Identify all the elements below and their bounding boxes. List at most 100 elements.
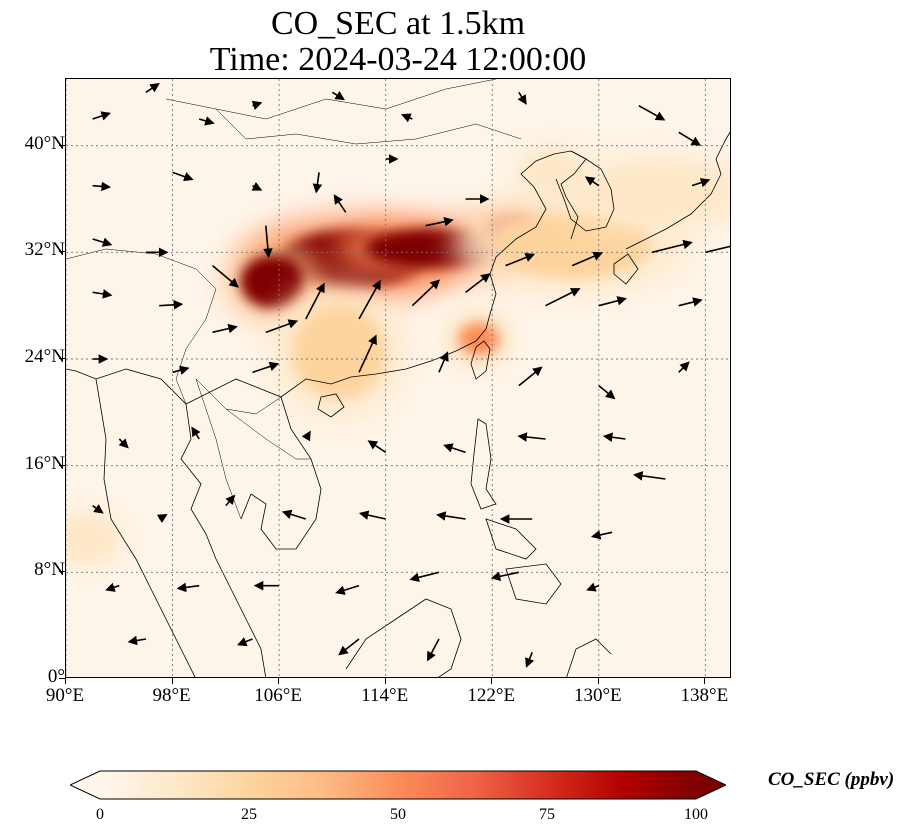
lon-tick-mark <box>491 678 493 684</box>
lat-tick-label: 16°N <box>24 452 65 474</box>
wind-arrow <box>172 365 190 375</box>
wind-arrow <box>678 361 690 373</box>
wind-arrow <box>525 652 535 668</box>
lat-tick-mark <box>59 464 65 466</box>
coastline-hainan <box>317 393 345 418</box>
wind-arrow <box>159 299 184 310</box>
lat-tick-label: 8°N <box>34 559 65 581</box>
wind-arrow <box>598 296 627 307</box>
wind-arrow <box>436 511 466 521</box>
lat-tick-label: 32°N <box>24 239 65 261</box>
wind-arrow <box>490 571 520 581</box>
wind-arrow <box>118 438 129 449</box>
wind-arrow <box>691 178 711 188</box>
lon-tick-label: 106°E <box>254 685 302 706</box>
wind-arrow <box>127 635 147 646</box>
wind-arrow <box>198 116 215 126</box>
wind-arrow <box>409 571 440 583</box>
wind-arrow <box>265 319 299 334</box>
wind-arrow <box>586 582 600 592</box>
lon-tick-label: 130°E <box>573 685 622 706</box>
lon-tick-mark <box>278 678 280 684</box>
wind-arrow <box>312 172 323 194</box>
wind-arrow <box>651 239 693 254</box>
map-canvas[interactable] <box>66 79 731 678</box>
coastline-new-guinea <box>566 638 612 677</box>
wind-arrow <box>281 509 306 520</box>
wind-arrow <box>427 638 440 662</box>
colorbar-tick-label: 100 <box>684 806 708 823</box>
wind-arrow <box>92 237 113 247</box>
bay-of-bengal-plume <box>66 519 113 559</box>
colorbar-label: CO_SEC (ppbv) <box>768 769 895 790</box>
wind-arrow <box>263 225 273 259</box>
wind-arrow <box>571 251 604 267</box>
wind-arrow <box>225 494 236 507</box>
lon-tick-label: 98°E <box>152 685 191 706</box>
lon-tick-mark <box>65 678 66 684</box>
wind-arrow <box>301 430 311 442</box>
wind-arrow <box>638 104 666 121</box>
wind-arrow <box>633 471 666 481</box>
wind-arrow <box>367 440 387 453</box>
korea-plume <box>525 152 579 193</box>
wind-arrow <box>590 530 613 540</box>
wind-arrow <box>305 282 325 320</box>
lon-tick-label: 122°E <box>467 685 516 706</box>
coastline-luzon <box>470 418 497 510</box>
lon-tick-label: 90°E <box>45 685 85 706</box>
coastline-myanmar <box>95 378 196 677</box>
wind-arrow <box>358 279 381 320</box>
lon-tick-mark <box>384 678 386 684</box>
lat-tick-mark <box>59 358 65 359</box>
colorbar-extend-min <box>70 771 100 799</box>
wind-arrow <box>191 426 201 440</box>
coastline-vietnam <box>240 396 322 550</box>
lon-tick-mark <box>704 678 706 684</box>
map-title: CO_SEC at 1.5km <box>270 5 526 42</box>
colorbar-ramp <box>100 771 696 799</box>
wind-arrow <box>212 265 239 288</box>
wind-arrow <box>443 443 466 454</box>
lat-tick-label: 24°N <box>24 346 65 367</box>
colorbar-extend-max <box>696 771 726 799</box>
lat-tick-label: 40°N <box>24 132 65 154</box>
coastlines <box>66 131 730 677</box>
lat-tick-mark <box>59 571 65 573</box>
colorbar-svg <box>68 770 728 800</box>
sichuan-plume <box>240 255 305 309</box>
wind-arrow <box>252 361 280 374</box>
wind-arrow <box>678 297 703 307</box>
coastline-taiwan <box>470 340 491 380</box>
wind-arrow <box>598 385 616 400</box>
wind-arrow <box>602 432 626 443</box>
wind-arrow <box>212 323 238 334</box>
taiwan-strait-plume <box>458 323 499 355</box>
wind-arrow <box>705 245 730 254</box>
wind-arrow <box>358 510 386 520</box>
lat-tick-mark <box>59 144 65 146</box>
wind-arrow <box>425 217 454 227</box>
lon-tick-mark <box>597 678 599 684</box>
wind-arrow <box>105 582 120 592</box>
colorbar-tick-label: 25 <box>241 806 257 823</box>
south-china-plume <box>292 305 386 399</box>
wind-arrow <box>411 279 441 307</box>
wind-arrow <box>92 504 104 514</box>
co-concentration-field <box>66 142 730 569</box>
wind-arrow <box>517 91 527 105</box>
wind-arrow <box>176 582 200 593</box>
colorbar-tick-label: 50 <box>390 806 406 823</box>
wind-arrow <box>333 194 347 213</box>
graticule <box>66 79 730 677</box>
colorbar-tick-label: 0 <box>96 806 104 823</box>
coastline-visayas <box>485 518 537 560</box>
wind-arrow <box>358 334 377 373</box>
japan-outflow <box>592 165 726 219</box>
lon-tick-label: 138°E <box>680 685 729 706</box>
colorbar <box>68 768 728 802</box>
lon-tick-label: 114°E <box>361 685 409 706</box>
wind-arrow <box>251 181 263 191</box>
wind-arrow <box>465 273 491 293</box>
map-panel[interactable] <box>65 78 731 678</box>
